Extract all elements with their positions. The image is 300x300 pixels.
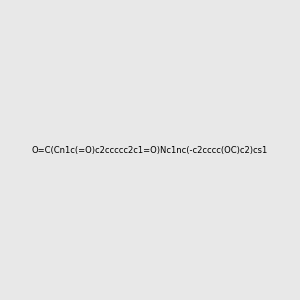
Text: O=C(Cn1c(=O)c2ccccc2c1=O)Nc1nc(-c2cccc(OC)c2)cs1: O=C(Cn1c(=O)c2ccccc2c1=O)Nc1nc(-c2cccc(O… xyxy=(32,146,268,154)
